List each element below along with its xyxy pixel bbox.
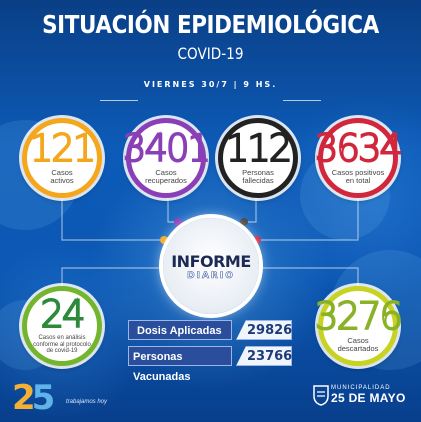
informe-diario-badge: INFORME DIARIO [163, 218, 259, 314]
stat-value: 24 [39, 293, 86, 337]
stat-label: Casos descartados [337, 336, 379, 353]
stat-value: 3276 [314, 295, 404, 338]
stat-casos-recuperados: 3401 Casos recuperados [122, 118, 212, 198]
stat-casos-activos: 121 Casos activos [22, 118, 102, 198]
stat-casos-positivos: 3634 Casos positivos en total [314, 118, 404, 198]
page-title: SITUACIÓN EPIDEMIOLÓGICA [42, 10, 379, 39]
stat-value: 121 [29, 127, 98, 170]
municipality-line1: MUNICIPALIDAD [331, 385, 391, 391]
personas-vacunadas-bar: Personas Vacunadas 23766 [128, 346, 292, 383]
stat-label: Casos positivos en total [331, 168, 385, 185]
red-dot [253, 236, 261, 244]
stat-label: Casos activos [50, 168, 74, 185]
stat-label: Casos recuperados [145, 168, 187, 185]
dosis-aplicadas-label: Dosis Aplicadas [128, 320, 232, 340]
stat-value: 3634 [314, 127, 404, 170]
divider [283, 100, 321, 101]
personas-vacunadas-value: 23766 [236, 346, 292, 366]
purple-dot [174, 218, 182, 226]
stat-value: 112 [225, 127, 294, 170]
report-date: VIERNES 30/7 | 9 HS. [143, 80, 278, 89]
municipality-logo: MUNICIPALIDAD 25 DE MAYO [331, 385, 417, 405]
informe-title: INFORME [171, 251, 251, 271]
stat-label: Casos en análisis conforme al protocolo de… [33, 335, 91, 355]
orange-dot [160, 236, 168, 244]
stat-casos-analisis: 24 Casos en análisis conforme al protocol… [22, 286, 102, 366]
25-logo: 25 [12, 378, 55, 418]
stat-casos-descartados: 3276 Casos descartados [314, 286, 404, 366]
tagline: trabajamos hoy [66, 399, 108, 405]
stat-label: Personas fallecidas [242, 168, 274, 185]
dosis-aplicadas-bar: Dosis Aplicadas 29826 [128, 320, 292, 340]
divider [100, 100, 138, 101]
stat-personas-fallecidas: 112 Personas fallecidas [218, 118, 298, 198]
page-subtitle: COVID-19 [177, 44, 244, 63]
gray-dot [240, 218, 248, 226]
municipality-crest-icon [313, 385, 329, 406]
municipality-line2: 25 DE MAYO [331, 391, 406, 405]
informe-subtitle: DIARIO [187, 270, 235, 281]
personas-vacunadas-label: Personas Vacunadas [128, 346, 232, 383]
dosis-aplicadas-value: 29826 [236, 320, 292, 340]
stat-value: 3401 [122, 127, 212, 170]
